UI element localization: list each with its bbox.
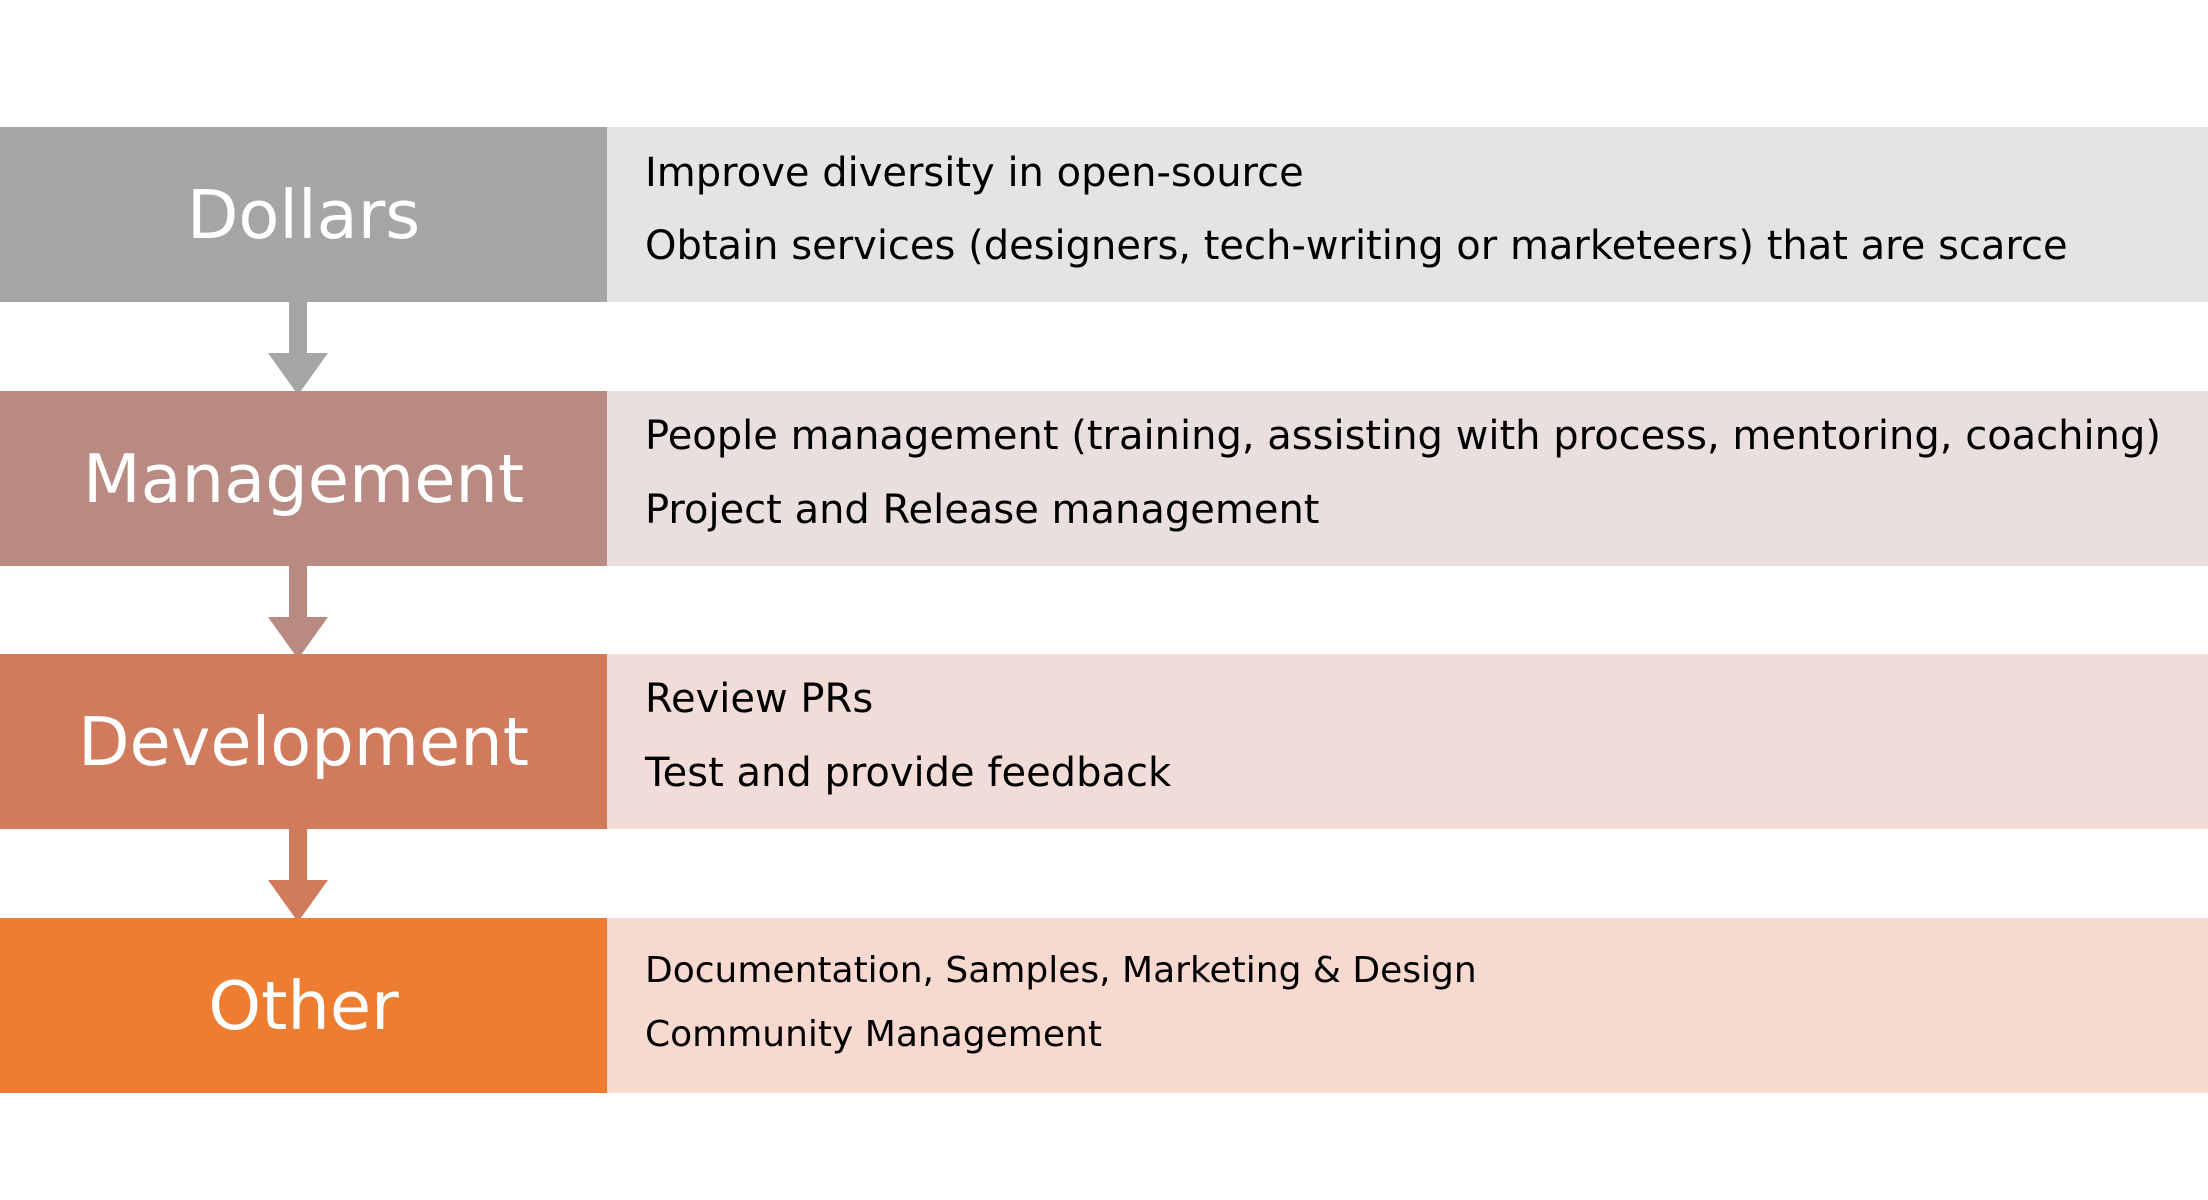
stage-details-box: People management (training, assisting w…	[607, 391, 2208, 566]
stage-label: Management	[82, 439, 525, 518]
detail-item: Community Management	[645, 1014, 1102, 1055]
stage-details-box: Documentation, Samples, Marketing & Desi…	[607, 918, 2208, 1093]
detail-item: Review PRs	[645, 676, 874, 722]
stage-label-box: Development	[0, 654, 607, 829]
stage-details-box: Review PRs Test and provide feedback	[607, 654, 2208, 829]
diagram-row-management: Management People management (training, …	[0, 391, 2208, 566]
down-arrow-icon	[268, 302, 328, 395]
stage-label: Other	[208, 966, 399, 1045]
down-arrow-icon	[268, 829, 328, 922]
diagram-row-dollars: Dollars Improve diversity in open-source…	[0, 127, 2208, 302]
detail-item: People management (training, assisting w…	[645, 413, 2161, 459]
diagram-row-development: Development Review PRs Test and provide …	[0, 654, 2208, 829]
detail-item: Project and Release management	[645, 487, 1320, 533]
stage-label-box: Management	[0, 391, 607, 566]
stage-label: Dollars	[186, 175, 421, 254]
diagram-row-other: Other Documentation, Samples, Marketing …	[0, 918, 2208, 1093]
stage-label-box: Dollars	[0, 127, 607, 302]
detail-item: Improve diversity in open-source	[645, 150, 1304, 196]
stage-label-box: Other	[0, 918, 607, 1093]
stage-label: Development	[77, 702, 530, 781]
detail-item: Documentation, Samples, Marketing & Desi…	[645, 950, 1477, 991]
detail-item: Obtain services (designers, tech-writing…	[645, 223, 2068, 269]
down-arrow-icon	[268, 566, 328, 659]
detail-item: Test and provide feedback	[645, 750, 1172, 796]
stage-details-box: Improve diversity in open-source Obtain …	[607, 127, 2208, 302]
